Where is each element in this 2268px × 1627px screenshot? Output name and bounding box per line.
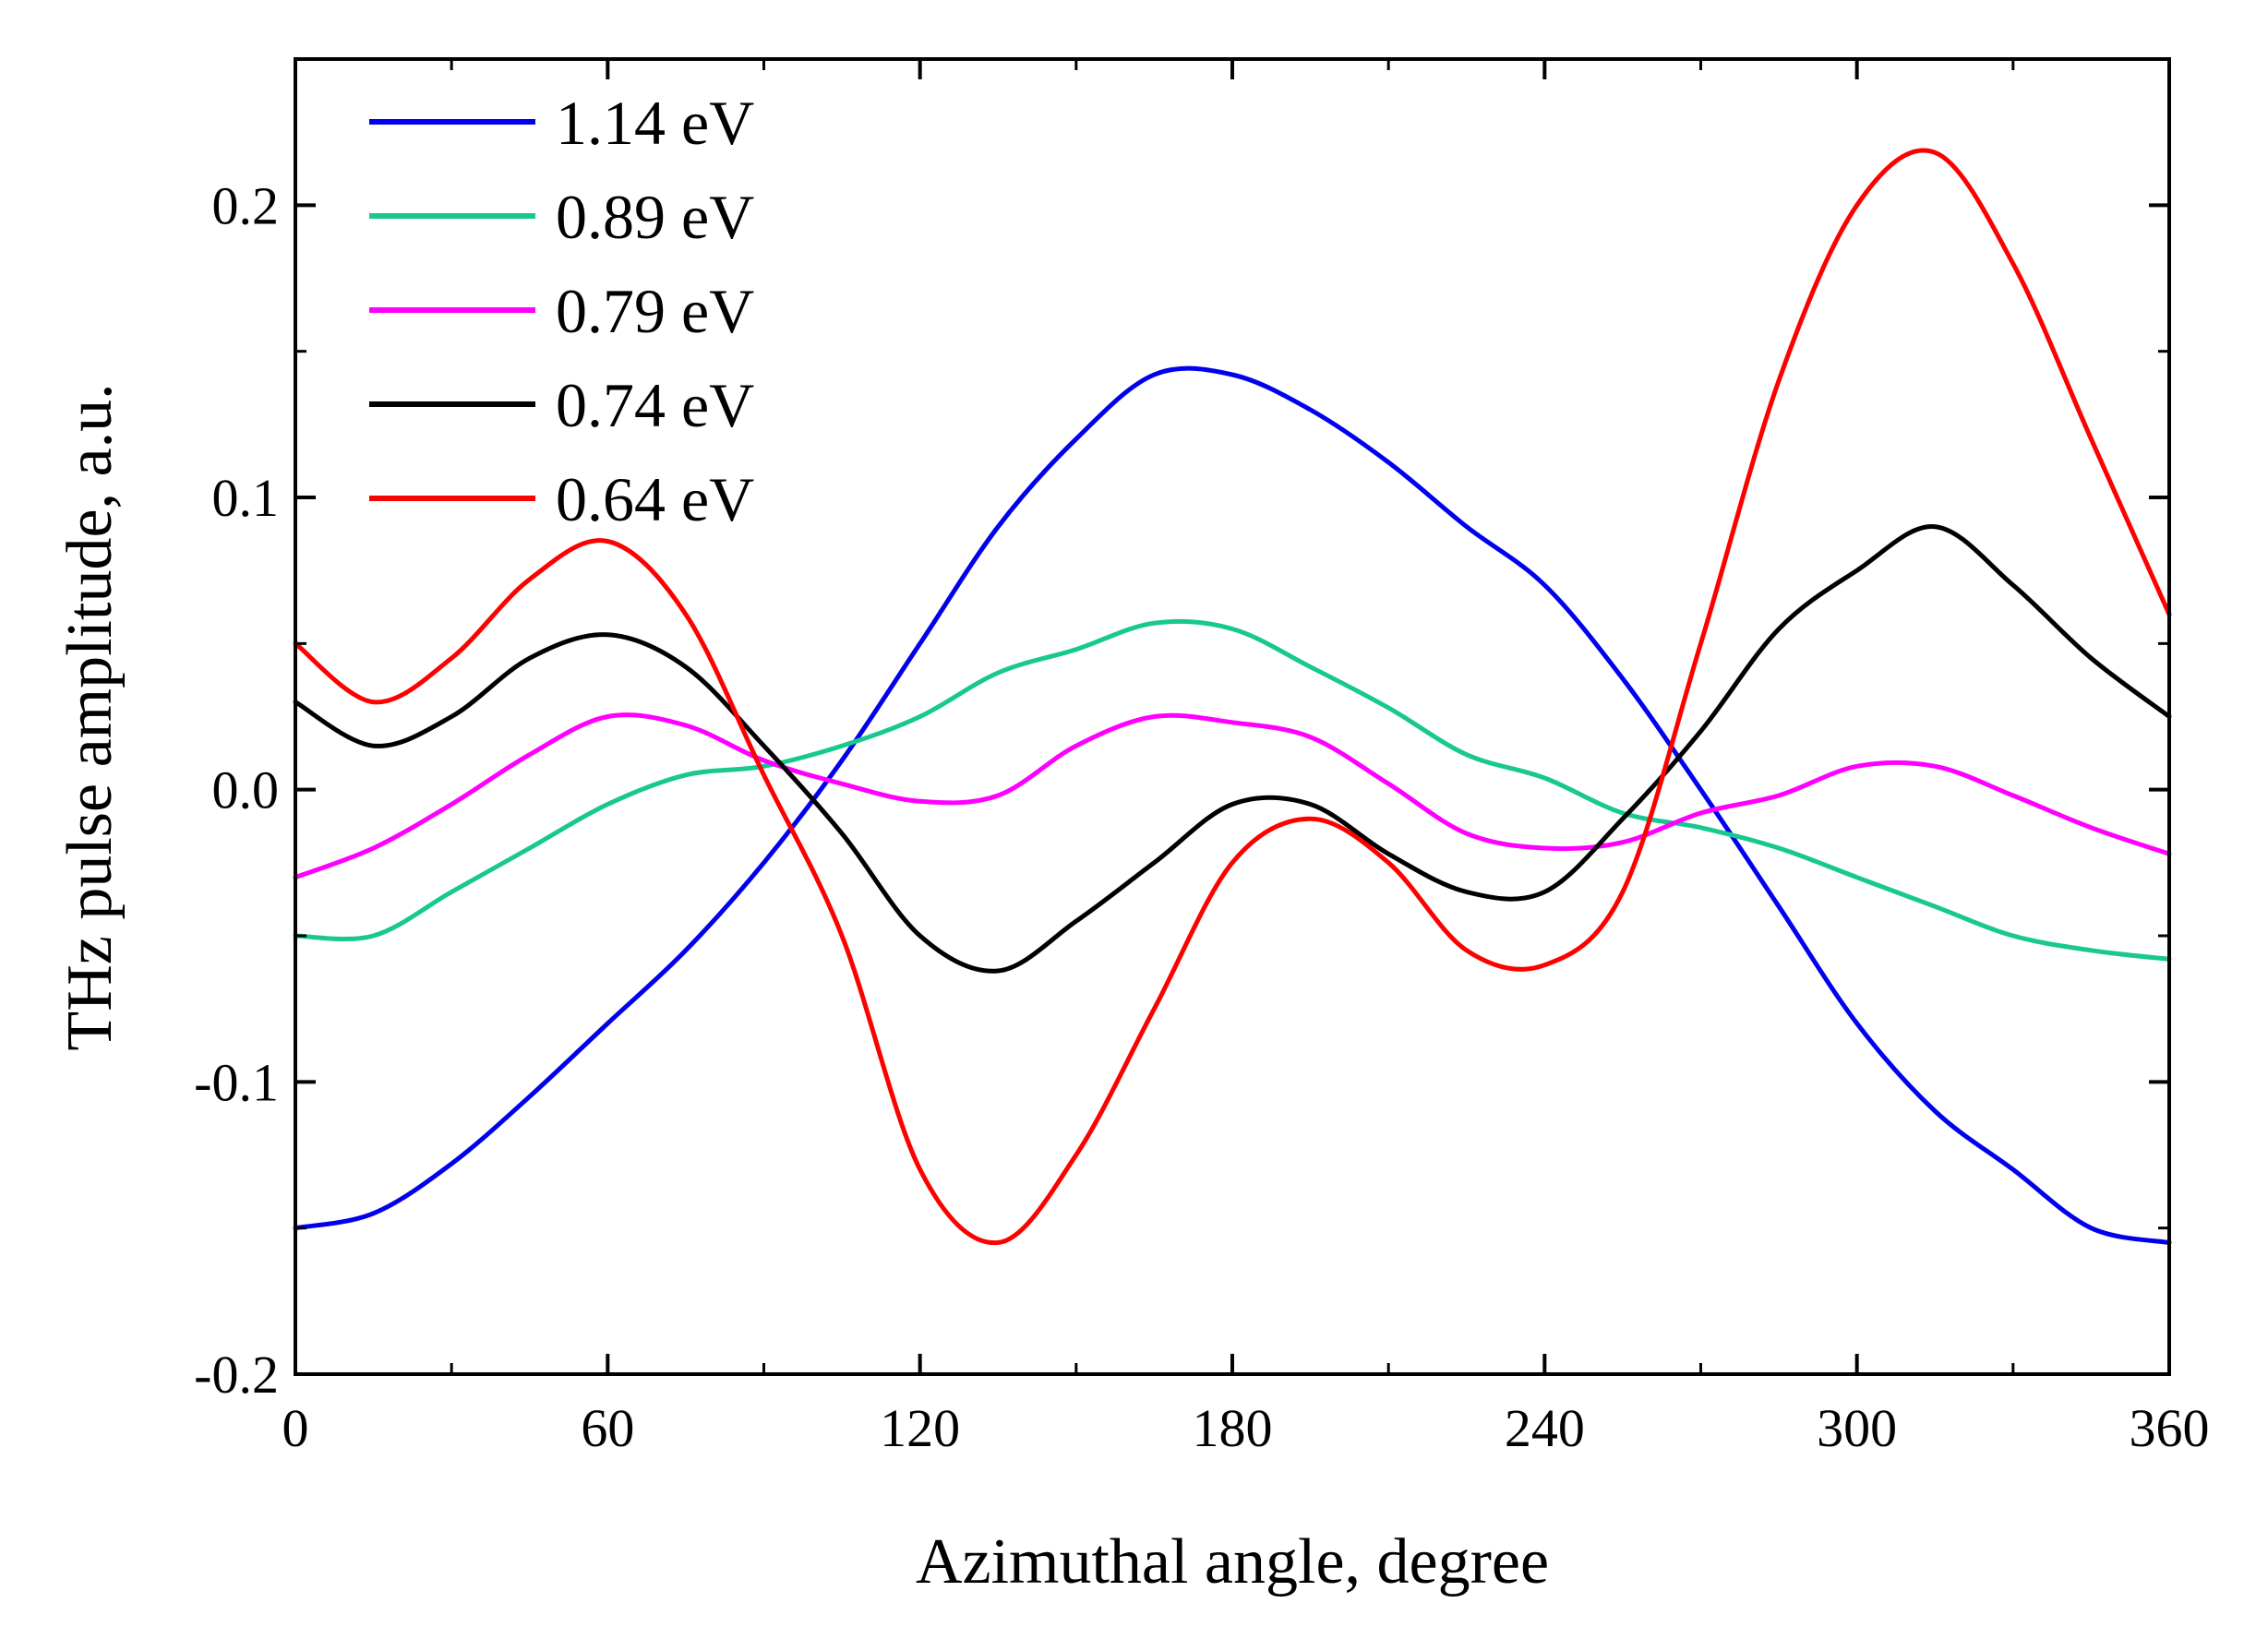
legend-label-2: 0.79 eV — [556, 276, 754, 346]
legend-label-1: 0.89 eV — [556, 182, 754, 252]
x-tick-label-0: 0 — [282, 1398, 309, 1458]
x-tick-label-1: 60 — [581, 1398, 634, 1458]
legend-label-3: 0.74 eV — [556, 370, 754, 440]
x-tick-label-3: 180 — [1193, 1398, 1273, 1458]
y-tick-label-0: -0.2 — [194, 1345, 279, 1405]
y-tick-label-2: 0.0 — [212, 760, 280, 820]
x-tick-label-2: 120 — [880, 1398, 960, 1458]
series-line-1 — [293, 618, 2172, 962]
legend: 1.14 eV 0.89 eV 0.79 eV 0.74 eV 0.64 eV — [369, 88, 754, 534]
x-axis-label: Azimuthal angle, degree — [916, 1526, 1549, 1597]
series-layer — [293, 148, 2172, 1246]
legend-label-0: 1.14 eV — [556, 88, 754, 158]
legend-label-4: 0.64 eV — [556, 464, 754, 534]
y-axis-label: THz pulse amplitude, a.u. — [54, 383, 126, 1050]
series-line-3 — [293, 524, 2172, 974]
y-tick-label-1: -0.1 — [194, 1052, 279, 1112]
tick-labels-layer: 0 60 120 180 240 300 360 -0.2 -0.1 0.0 0.1 0.2 — [194, 175, 2209, 1458]
x-tick-label-6: 360 — [2130, 1398, 2210, 1458]
y-tick-label-4: 0.2 — [212, 175, 280, 235]
series-line-2 — [293, 712, 2172, 880]
ticks-layer — [294, 59, 2171, 1376]
axes-frame — [294, 57, 2171, 1376]
series-line-0 — [293, 365, 2172, 1245]
series-line-4 — [293, 148, 2172, 1246]
y-tick-label-3: 0.1 — [212, 468, 280, 528]
x-tick-label-4: 240 — [1505, 1398, 1585, 1458]
x-tick-label-5: 300 — [1817, 1398, 1897, 1458]
